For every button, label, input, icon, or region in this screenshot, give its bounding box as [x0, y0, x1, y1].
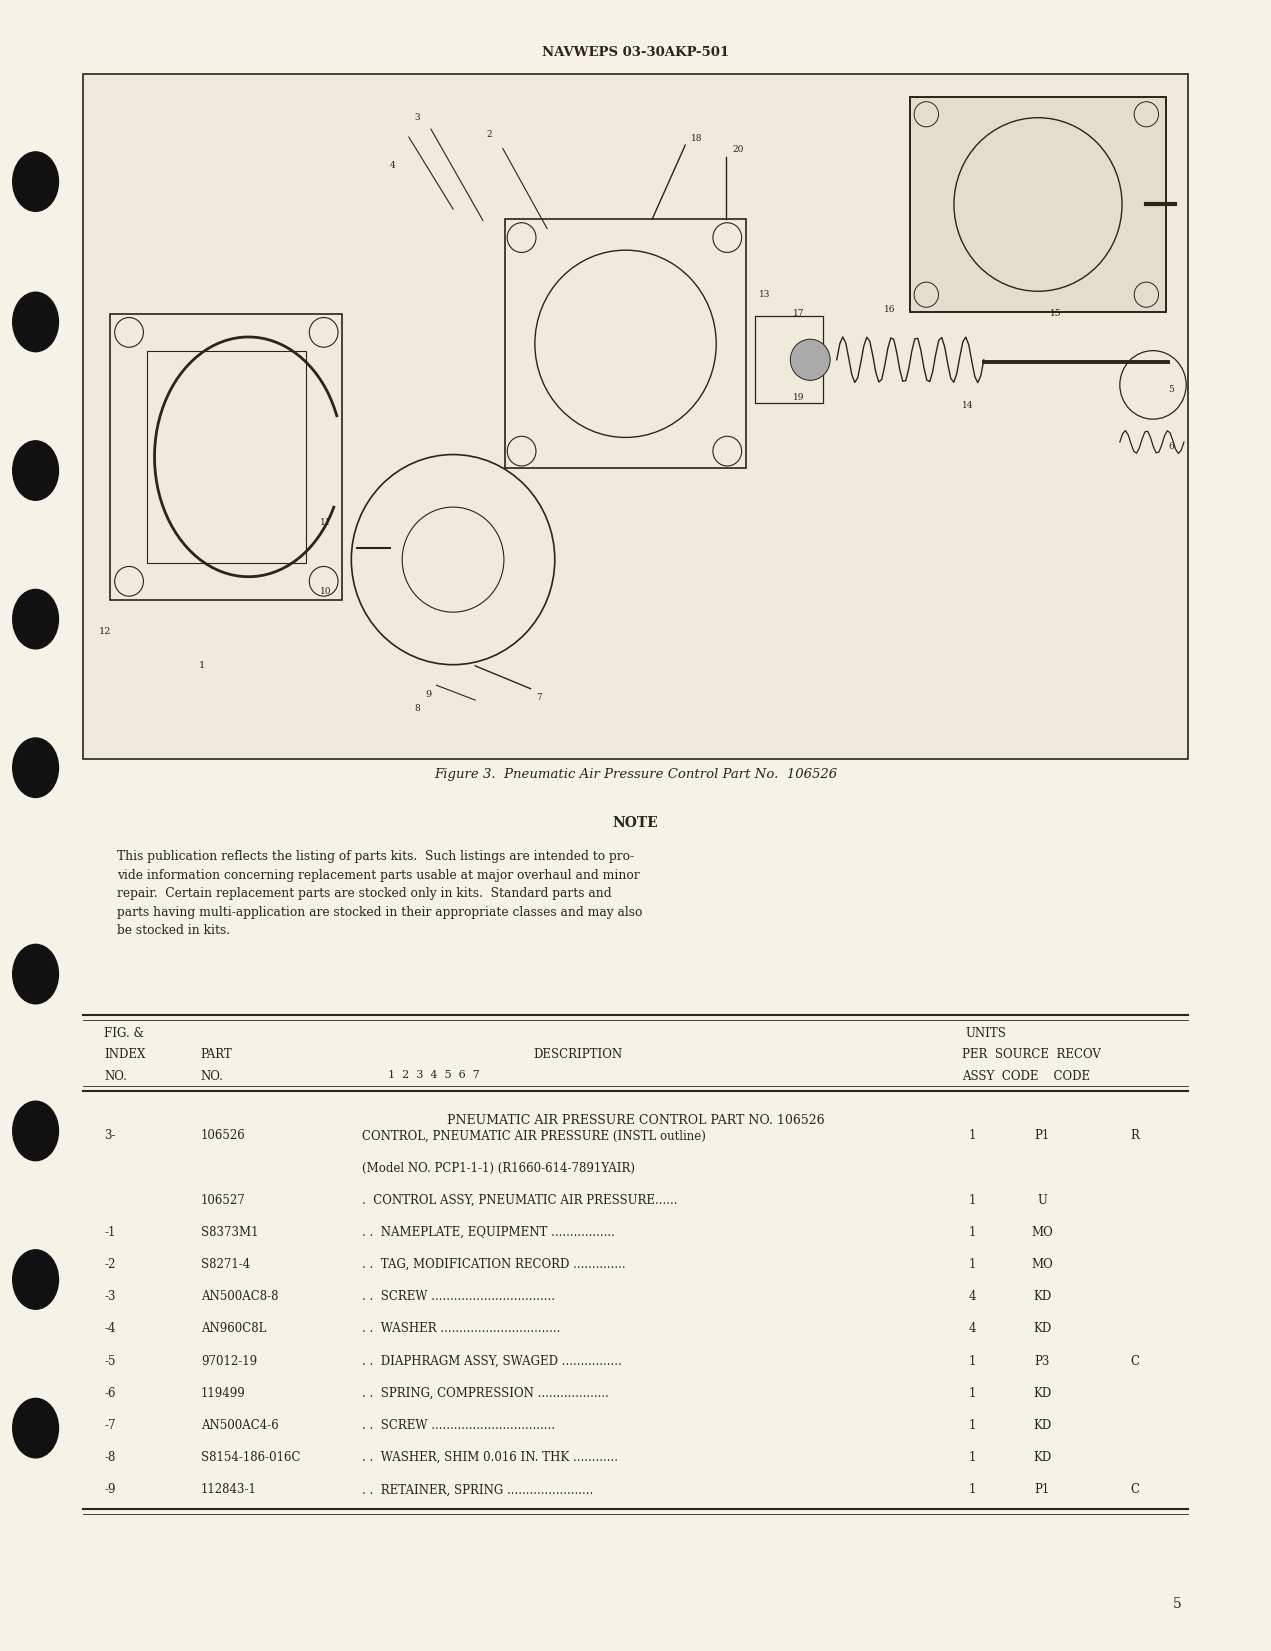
- Text: INDEX: INDEX: [104, 1048, 146, 1062]
- Text: .  CONTROL ASSY, PNEUMATIC AIR PRESSURE......: . CONTROL ASSY, PNEUMATIC AIR PRESSURE..…: [362, 1194, 677, 1207]
- Text: 1: 1: [969, 1194, 976, 1207]
- Text: 1: 1: [969, 1129, 976, 1142]
- Text: . .  WASHER, SHIM 0.016 IN. THK ............: . . WASHER, SHIM 0.016 IN. THK .........…: [362, 1451, 618, 1464]
- Circle shape: [13, 589, 58, 649]
- Text: DESCRIPTION: DESCRIPTION: [534, 1048, 623, 1062]
- Text: UNITS: UNITS: [966, 1027, 1007, 1040]
- Text: P1: P1: [1035, 1129, 1050, 1142]
- Text: MO: MO: [1031, 1225, 1054, 1238]
- Text: . .  TAG, MODIFICATION RECORD ..............: . . TAG, MODIFICATION RECORD ...........…: [362, 1258, 625, 1271]
- Text: 1: 1: [969, 1387, 976, 1400]
- Text: MO: MO: [1031, 1258, 1054, 1271]
- Text: S8154-186-016C: S8154-186-016C: [201, 1451, 300, 1464]
- Text: . .  DIAPHRAGM ASSY, SWAGED ................: . . DIAPHRAGM ASSY, SWAGED .............…: [362, 1354, 622, 1367]
- Text: AN500AC4-6: AN500AC4-6: [201, 1418, 278, 1431]
- Text: P3: P3: [1035, 1354, 1050, 1367]
- Text: This publication reflects the listing of parts kits.  Such listings are intended: This publication reflects the listing of…: [117, 850, 642, 938]
- Text: . .  SPRING, COMPRESSION ...................: . . SPRING, COMPRESSION ................…: [362, 1387, 609, 1400]
- Text: 4: 4: [969, 1291, 976, 1303]
- Circle shape: [13, 944, 58, 1004]
- Text: . .  WASHER ................................: . . WASHER .............................…: [362, 1322, 561, 1336]
- Circle shape: [13, 1250, 58, 1309]
- Text: S8271-4: S8271-4: [201, 1258, 250, 1271]
- Text: -8: -8: [104, 1451, 116, 1464]
- Text: 106527: 106527: [201, 1194, 245, 1207]
- Text: 1: 1: [969, 1354, 976, 1367]
- Text: NO.: NO.: [104, 1070, 127, 1083]
- Text: 1: 1: [969, 1225, 976, 1238]
- Text: 1: 1: [969, 1483, 976, 1496]
- Text: -6: -6: [104, 1387, 116, 1400]
- Text: ASSY  CODE    CODE: ASSY CODE CODE: [962, 1070, 1091, 1083]
- Text: KD: KD: [1033, 1451, 1051, 1464]
- Text: 1  2  3  4  5  6  7: 1 2 3 4 5 6 7: [388, 1070, 479, 1080]
- Text: 112843-1: 112843-1: [201, 1483, 257, 1496]
- Text: KD: KD: [1033, 1322, 1051, 1336]
- Text: FIG. &: FIG. &: [104, 1027, 144, 1040]
- Text: P1: P1: [1035, 1483, 1050, 1496]
- Text: NAVWEPS 03-30AKP-501: NAVWEPS 03-30AKP-501: [541, 46, 730, 59]
- Text: NO.: NO.: [201, 1070, 224, 1083]
- Text: . .  SCREW .................................: . . SCREW ..............................…: [362, 1418, 555, 1431]
- Text: C: C: [1130, 1483, 1140, 1496]
- Text: -9: -9: [104, 1483, 116, 1496]
- Text: 1: 1: [969, 1418, 976, 1431]
- Text: (Model NO. PCP1-1-1) (R1660-614-7891YAIR): (Model NO. PCP1-1-1) (R1660-614-7891YAIR…: [362, 1162, 636, 1174]
- Text: AN960C8L: AN960C8L: [201, 1322, 266, 1336]
- Circle shape: [13, 1101, 58, 1161]
- Text: PART: PART: [201, 1048, 233, 1062]
- Text: CONTROL, PNEUMATIC AIR PRESSURE (INSTL outline): CONTROL, PNEUMATIC AIR PRESSURE (INSTL o…: [362, 1129, 707, 1142]
- Text: AN500AC8-8: AN500AC8-8: [201, 1291, 278, 1303]
- Text: -7: -7: [104, 1418, 116, 1431]
- Text: 5: 5: [1173, 1598, 1182, 1611]
- Text: 97012-19: 97012-19: [201, 1354, 257, 1367]
- Text: -1: -1: [104, 1225, 116, 1238]
- Text: 1: 1: [969, 1258, 976, 1271]
- Text: NOTE: NOTE: [613, 816, 658, 829]
- Text: 3-: 3-: [104, 1129, 116, 1142]
- Text: PER  SOURCE  RECOV: PER SOURCE RECOV: [962, 1048, 1101, 1062]
- Text: -3: -3: [104, 1291, 116, 1303]
- Text: KD: KD: [1033, 1291, 1051, 1303]
- Text: KD: KD: [1033, 1418, 1051, 1431]
- Circle shape: [13, 1398, 58, 1458]
- Text: -5: -5: [104, 1354, 116, 1367]
- Bar: [83, 74, 1188, 759]
- Circle shape: [13, 738, 58, 797]
- Text: -4: -4: [104, 1322, 116, 1336]
- Circle shape: [13, 152, 58, 211]
- Text: . .  NAMEPLATE, EQUIPMENT .................: . . NAMEPLATE, EQUIPMENT ...............…: [362, 1225, 615, 1238]
- Text: -2: -2: [104, 1258, 116, 1271]
- Circle shape: [13, 292, 58, 352]
- Text: R: R: [1131, 1129, 1139, 1142]
- Text: 1: 1: [969, 1451, 976, 1464]
- Text: . .  SCREW .................................: . . SCREW ..............................…: [362, 1291, 555, 1303]
- Circle shape: [13, 441, 58, 500]
- Text: KD: KD: [1033, 1387, 1051, 1400]
- Text: 106526: 106526: [201, 1129, 245, 1142]
- Text: 119499: 119499: [201, 1387, 245, 1400]
- Text: S8373M1: S8373M1: [201, 1225, 258, 1238]
- Text: C: C: [1130, 1354, 1140, 1367]
- Text: 4: 4: [969, 1322, 976, 1336]
- Text: Figure 3.  Pneumatic Air Pressure Control Part No.  106526: Figure 3. Pneumatic Air Pressure Control…: [433, 768, 838, 781]
- Text: . .  RETAINER, SPRING .......................: . . RETAINER, SPRING ...................…: [362, 1483, 594, 1496]
- Text: U: U: [1037, 1194, 1047, 1207]
- Text: PNEUMATIC AIR PRESSURE CONTROL PART NO. 106526: PNEUMATIC AIR PRESSURE CONTROL PART NO. …: [446, 1114, 825, 1128]
